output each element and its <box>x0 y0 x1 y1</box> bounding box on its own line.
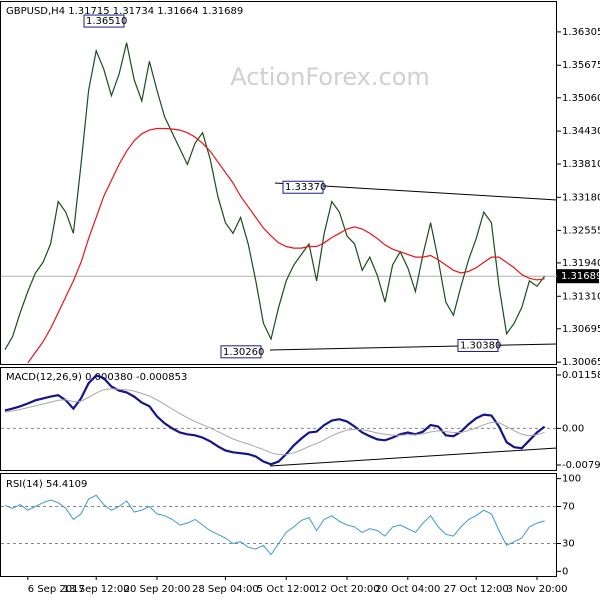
annotation-label: 1.36510 <box>86 16 127 27</box>
rsi-title: RSI(14) 54.4109 <box>6 479 87 490</box>
x-tick-label: 20 Sep 20:00 <box>124 584 191 595</box>
macd-title: MACD(12,26,9) 0.000380 -0.000853 <box>6 372 187 383</box>
annotation-box <box>457 338 499 352</box>
y-tick-label: 0.011588 <box>562 370 600 381</box>
x-tick-label: 28 Sep 04:00 <box>192 584 259 595</box>
price-title: GBPUSD,H4 1.31715 1.31734 1.31664 1.3168… <box>6 6 243 17</box>
x-tick-label: 27 Oct 12:00 <box>444 584 509 595</box>
y-tick-label: 100 <box>562 474 581 485</box>
last-price-box <box>557 269 599 284</box>
price-panel <box>0 1 557 365</box>
y-tick-label: 1.31310 <box>562 291 600 302</box>
last-price-label: 1.31689 <box>561 271 600 282</box>
y-tick-label: -0.007961 <box>562 460 600 471</box>
y-tick-label: 1.35060 <box>562 93 600 104</box>
watermark: ActionForex.com <box>230 63 430 91</box>
x-tick-label: 13 Sep 12:00 <box>63 584 130 595</box>
y-tick-label: 1.32555 <box>562 225 600 236</box>
series-line <box>4 388 545 456</box>
series-line <box>4 494 545 556</box>
y-tick-label: 1.34430 <box>562 126 600 137</box>
y-tick-label: 1.30065 <box>562 357 600 368</box>
x-tick-label: 3 Nov 20:00 <box>506 584 567 595</box>
annotation-box <box>83 14 125 28</box>
trend-line <box>269 447 558 467</box>
y-tick-label: 0 <box>562 566 568 577</box>
y-tick-label: 1.31940 <box>562 258 600 269</box>
y-tick-label: 0.00 <box>562 423 584 434</box>
x-tick-label: 6 Sep 2017 <box>28 584 85 595</box>
annotation-label: 1.30260 <box>223 347 264 358</box>
trend-line <box>269 343 558 351</box>
x-tick-label: 5 Oct 12:00 <box>257 584 316 595</box>
y-tick-label: 70 <box>562 501 575 512</box>
series-line <box>4 42 546 350</box>
y-tick-label: 1.36305 <box>562 27 600 38</box>
y-tick-label: 30 <box>562 539 575 550</box>
rsi-panel <box>0 473 557 577</box>
series-line <box>27 127 545 364</box>
annotation-box <box>282 180 324 194</box>
series-line <box>4 374 546 466</box>
annotation-box <box>220 345 262 359</box>
y-tick-label: 1.33810 <box>562 159 600 170</box>
annotation-label: 1.33370 <box>285 182 326 193</box>
y-tick-label: 1.33180 <box>562 192 600 203</box>
macd-panel <box>0 367 557 471</box>
y-tick-label: 1.30695 <box>562 324 600 335</box>
annotation-label: 1.30380 <box>460 340 501 351</box>
x-tick-label: 12 Oct 20:00 <box>314 584 379 595</box>
y-tick-label: 1.35675 <box>562 60 600 71</box>
x-tick-label: 20 Oct 04:00 <box>375 584 440 595</box>
